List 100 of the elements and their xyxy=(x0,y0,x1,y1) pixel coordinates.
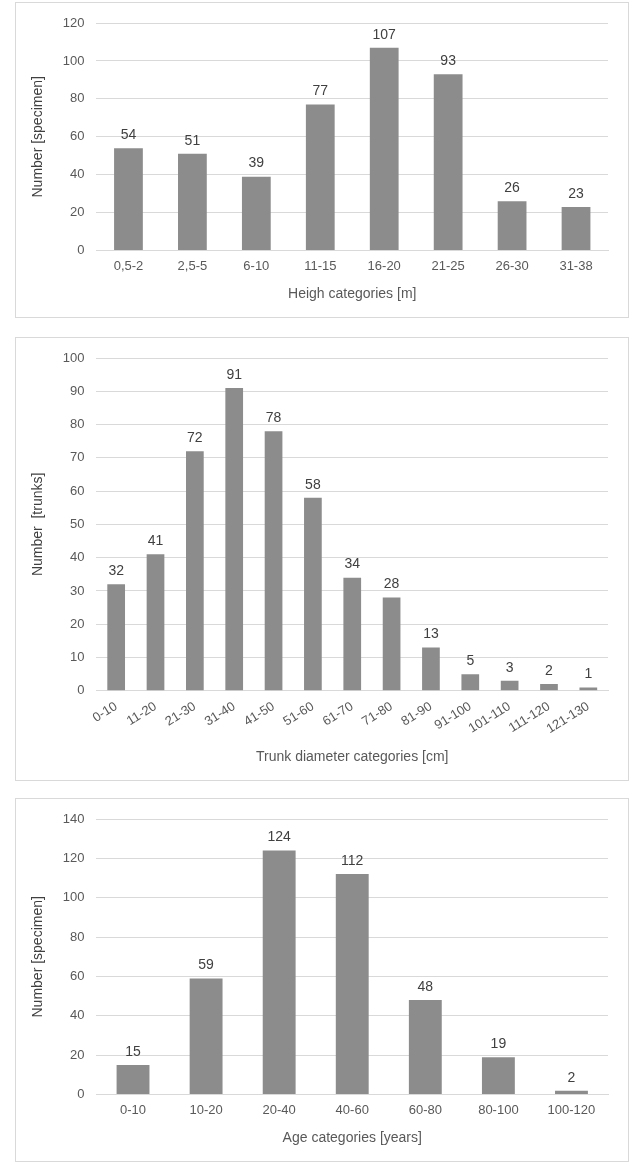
bar xyxy=(382,597,401,691)
bar xyxy=(114,148,143,251)
data-label: 2 xyxy=(567,1068,576,1085)
data-label: 28 xyxy=(383,575,400,592)
data-label: 41 xyxy=(147,532,164,549)
y-tick-label: 90 xyxy=(70,382,85,398)
y-tick-label: 40 xyxy=(70,1007,85,1023)
data-label: 1 xyxy=(584,665,593,682)
data-label: 26 xyxy=(504,179,521,196)
data-label: 58 xyxy=(305,475,321,492)
y-tick-label: 140 xyxy=(62,810,85,826)
data-label: 78 xyxy=(265,409,282,426)
y-tick-label: 20 xyxy=(70,615,85,631)
bar xyxy=(304,497,322,691)
x-tick-label: 21-25 xyxy=(431,257,465,273)
x-tick-label: 6-10 xyxy=(243,257,270,273)
bar xyxy=(461,674,480,691)
y-tick-label: 80 xyxy=(70,90,85,106)
x-tick-label: 11-15 xyxy=(304,257,337,273)
bar xyxy=(264,431,283,691)
x-axis-title: Heigh categories [m] xyxy=(288,285,417,302)
x-tick-label: 40-60 xyxy=(335,1101,369,1117)
data-label: 19 xyxy=(490,1035,507,1052)
bar xyxy=(579,687,598,691)
y-tick-label: 40 xyxy=(70,166,85,182)
x-tick-label: 100-120 xyxy=(547,1101,596,1117)
bar xyxy=(561,206,591,251)
bar xyxy=(433,74,463,251)
bar xyxy=(107,584,126,691)
data-label: 112 xyxy=(341,851,364,868)
y-tick-label: 100 xyxy=(62,349,85,365)
y-tick-label: 20 xyxy=(70,204,85,220)
bar xyxy=(189,978,223,1095)
y-tick-label: 40 xyxy=(70,549,85,565)
bar xyxy=(335,874,369,1095)
x-tick-label: 2,5-5 xyxy=(177,257,208,273)
bar xyxy=(262,850,296,1095)
x-axis-title: Age categories [years] xyxy=(282,1129,422,1146)
y-tick-label: 0 xyxy=(77,1086,85,1102)
x-tick-label: 41-50 xyxy=(240,698,278,729)
data-label: 13 xyxy=(423,625,439,642)
y-tick-label: 0 xyxy=(77,242,85,258)
data-label: 48 xyxy=(417,977,434,994)
y-tick-label: 100 xyxy=(62,889,85,905)
x-axis-title: Trunk diameter categories [cm] xyxy=(256,748,449,765)
bar xyxy=(481,1057,515,1095)
y-tick-label: 30 xyxy=(70,582,85,598)
x-tick-label: 60-80 xyxy=(408,1101,442,1117)
y-tick-label: 0 xyxy=(77,682,85,698)
data-label: 32 xyxy=(108,562,125,579)
data-label: 5 xyxy=(466,651,475,668)
x-tick-label: 0-10 xyxy=(89,698,120,725)
y-tick-label: 60 xyxy=(70,482,85,498)
data-label: 93 xyxy=(440,52,457,69)
bar xyxy=(305,104,335,251)
bar xyxy=(408,1000,442,1095)
data-label: 51 xyxy=(184,131,201,148)
bar xyxy=(241,176,271,251)
data-label: 3 xyxy=(505,658,514,675)
y-axis-title: Number [specimen] xyxy=(29,76,46,198)
data-label: 34 xyxy=(344,555,361,572)
bar xyxy=(540,684,558,691)
data-label: 2 xyxy=(545,661,554,678)
y-tick-label: 120 xyxy=(62,14,85,30)
bar xyxy=(225,387,244,691)
data-label: 23 xyxy=(568,184,585,201)
y-tick-label: 120 xyxy=(62,849,85,865)
x-tick-label: 10-20 xyxy=(189,1101,223,1117)
bar xyxy=(497,201,527,251)
y-tick-label: 80 xyxy=(70,416,85,432)
data-label: 72 xyxy=(187,429,203,446)
bar xyxy=(369,47,399,251)
data-label: 59 xyxy=(198,956,215,973)
y-tick-label: 60 xyxy=(70,968,85,984)
data-label: 39 xyxy=(248,154,265,171)
y-tick-label: 70 xyxy=(70,449,85,465)
data-label: 15 xyxy=(125,1042,142,1059)
data-label: 54 xyxy=(120,126,137,143)
bar xyxy=(343,577,362,691)
y-tick-label: 10 xyxy=(70,649,85,665)
x-tick-label: 20-40 xyxy=(262,1101,296,1117)
data-label: 124 xyxy=(267,828,292,845)
x-tick-label: 0-10 xyxy=(120,1101,147,1117)
y-tick-label: 100 xyxy=(62,52,85,68)
y-axis-title: Number [specimen] xyxy=(29,896,46,1018)
y-axis-title: Number [trunks] xyxy=(29,472,46,577)
y-tick-label: 60 xyxy=(70,128,85,144)
bar xyxy=(186,451,204,691)
x-tick-label: 16-20 xyxy=(367,257,401,273)
bar xyxy=(422,647,440,691)
bar xyxy=(178,153,207,251)
x-tick-label: 26-30 xyxy=(495,257,529,273)
y-tick-label: 50 xyxy=(70,515,85,531)
data-label: 77 xyxy=(312,82,329,99)
bar xyxy=(116,1065,150,1095)
data-label: 107 xyxy=(372,25,397,42)
y-tick-label: 20 xyxy=(70,1046,85,1062)
x-tick-label: 0,5-2 xyxy=(113,257,144,273)
x-tick-label: 80-100 xyxy=(478,1101,519,1117)
y-tick-label: 80 xyxy=(70,928,85,944)
